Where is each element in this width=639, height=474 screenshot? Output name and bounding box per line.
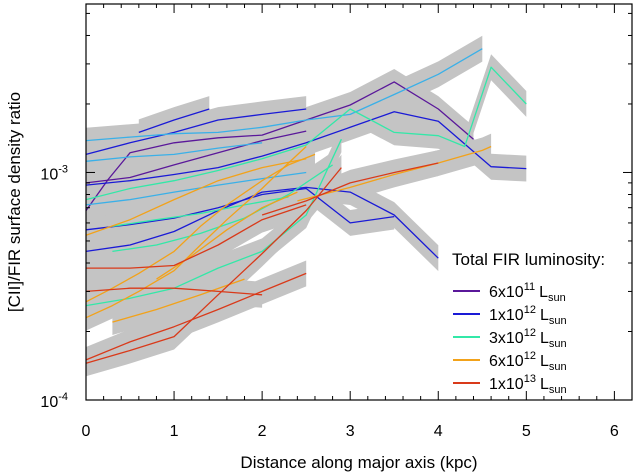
series-line-11 (85, 66, 527, 201)
legend-entry-label: 6x1012 Lsun (489, 350, 567, 373)
series-line-19 (156, 191, 298, 280)
series-line-8 (85, 48, 483, 142)
x-tick-label: 6 (610, 423, 619, 440)
legend-entry-label: 1x1013 Lsun (489, 373, 567, 396)
y-tick-label: 10-3 (40, 163, 68, 183)
plot-frame (85, 3, 633, 401)
x-tick-label: 0 (82, 423, 91, 440)
uncertainty-band-25 (86, 260, 307, 373)
series-line-23 (85, 287, 263, 296)
series-line-17 (85, 158, 307, 236)
series-line-4 (85, 186, 439, 259)
series-line-1 (85, 81, 474, 211)
uncertainty-bands (86, 35, 527, 377)
series-lines (85, 48, 527, 364)
legend-title: Total FIR luminosity: (452, 250, 605, 269)
series-line-24 (261, 162, 439, 216)
uncertainty-band-11 (86, 54, 527, 213)
series-line-20 (112, 278, 245, 323)
series-line-7 (138, 108, 210, 134)
series-line-9 (85, 142, 263, 162)
series-line-18 (297, 145, 492, 202)
series-line-16 (85, 153, 316, 303)
series-line-22 (86, 204, 307, 269)
y-tick-labels: 10-4 10-3 (40, 163, 68, 411)
uncertainty-band-8 (86, 35, 483, 154)
y-axis-title: [CII]/FIR surface density ratio (5, 92, 24, 312)
x-tick-labels: 0 1 2 3 4 5 6 (82, 423, 619, 440)
legend-entry-label: 3x1012 Lsun (489, 327, 567, 350)
series-line-3 (85, 111, 527, 186)
series-line-25 (85, 272, 307, 361)
series-line-6 (85, 108, 307, 156)
uncertainty-band-24 (262, 150, 439, 228)
legend-entry-label: 6x1011 Lsun (489, 281, 566, 304)
x-tick-label: 3 (346, 423, 355, 440)
series-line-12 (85, 138, 342, 307)
series-line-5 (85, 187, 395, 231)
x-tick-label: 2 (258, 423, 267, 440)
series-line-15 (85, 146, 307, 319)
series-line-13 (112, 164, 333, 253)
x-tick-label: 4 (434, 423, 443, 440)
y-tick-label: 10-4 (40, 391, 68, 411)
x-axis-title: Distance along major axis (kpc) (240, 453, 477, 472)
series-line-2 (85, 130, 307, 184)
uncertainty-band-9 (86, 129, 263, 175)
series-line-14 (112, 196, 289, 227)
axis-ticks (85, 4, 632, 401)
x-tick-label: 1 (170, 423, 179, 440)
legend-entry-label: 1x1012 Lsun (489, 304, 567, 327)
series-line-21 (85, 167, 342, 364)
x-tick-label: 5 (522, 423, 531, 440)
uncertainty-band-13 (112, 151, 333, 265)
series-line-10 (85, 171, 307, 206)
